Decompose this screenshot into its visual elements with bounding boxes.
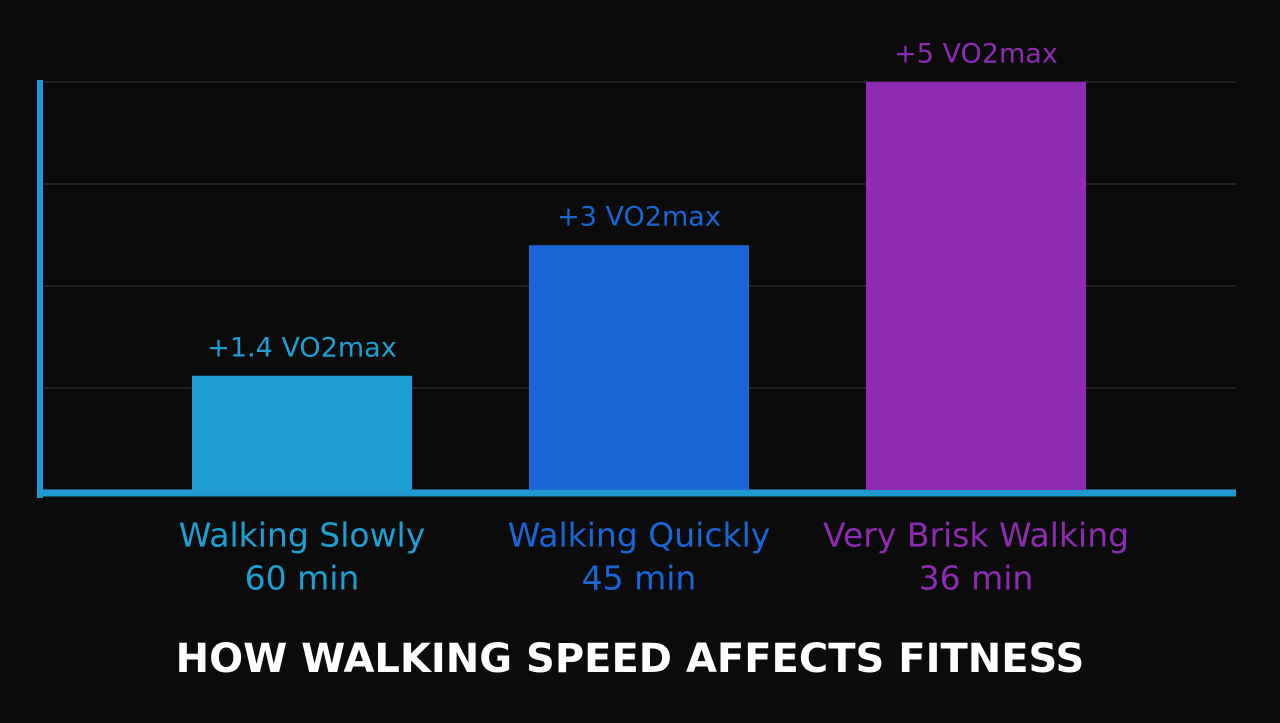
x-tick-label: Walking Slowly bbox=[179, 516, 426, 555]
value-label: +5 VO2max bbox=[894, 39, 1058, 70]
bar bbox=[529, 245, 749, 490]
bar bbox=[866, 82, 1086, 490]
x-tick-sublabel: 60 min bbox=[245, 559, 360, 598]
x-tick-sublabel: 45 min bbox=[582, 559, 697, 598]
value-label: +1.4 VO2max bbox=[207, 332, 396, 363]
x-tick-label: Very Brisk Walking bbox=[823, 516, 1129, 555]
chart-title: HOW WALKING SPEED AFFECTS FITNESS bbox=[176, 636, 1085, 682]
value-label: +3 VO2max bbox=[557, 202, 721, 233]
x-tick-sublabel: 36 min bbox=[919, 559, 1034, 598]
x-tick-label: Walking Quickly bbox=[508, 516, 771, 555]
bar bbox=[192, 375, 412, 490]
